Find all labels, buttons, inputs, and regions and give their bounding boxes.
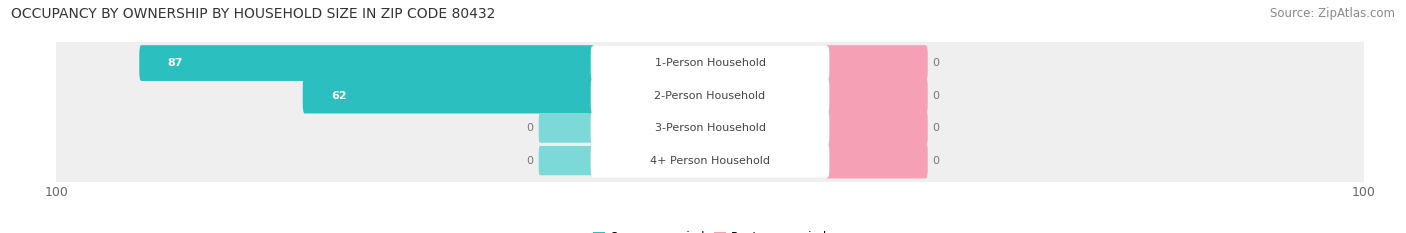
FancyBboxPatch shape — [825, 143, 928, 178]
Text: 4+ Person Household: 4+ Person Household — [650, 156, 770, 166]
Legend: Owner-occupied, Renter-occupied: Owner-occupied, Renter-occupied — [588, 226, 832, 233]
Text: 0: 0 — [932, 123, 939, 133]
FancyBboxPatch shape — [591, 111, 830, 145]
FancyBboxPatch shape — [53, 32, 1367, 94]
FancyBboxPatch shape — [591, 144, 830, 178]
FancyBboxPatch shape — [139, 45, 595, 81]
Text: Source: ZipAtlas.com: Source: ZipAtlas.com — [1270, 7, 1395, 20]
Text: 87: 87 — [167, 58, 183, 68]
FancyBboxPatch shape — [591, 46, 830, 80]
Text: 0: 0 — [526, 156, 533, 166]
Text: 0: 0 — [932, 58, 939, 68]
Text: 2-Person Household: 2-Person Household — [654, 91, 766, 101]
Text: 3-Person Household: 3-Person Household — [655, 123, 765, 133]
FancyBboxPatch shape — [538, 146, 593, 175]
Text: 1-Person Household: 1-Person Household — [655, 58, 765, 68]
FancyBboxPatch shape — [825, 45, 928, 81]
FancyBboxPatch shape — [825, 110, 928, 146]
FancyBboxPatch shape — [53, 129, 1367, 192]
FancyBboxPatch shape — [302, 78, 595, 113]
Text: OCCUPANCY BY OWNERSHIP BY HOUSEHOLD SIZE IN ZIP CODE 80432: OCCUPANCY BY OWNERSHIP BY HOUSEHOLD SIZE… — [11, 7, 496, 21]
Text: 0: 0 — [932, 156, 939, 166]
Text: 62: 62 — [330, 91, 346, 101]
FancyBboxPatch shape — [53, 64, 1367, 127]
FancyBboxPatch shape — [825, 78, 928, 113]
FancyBboxPatch shape — [53, 97, 1367, 159]
Text: 0: 0 — [932, 91, 939, 101]
FancyBboxPatch shape — [591, 79, 830, 113]
FancyBboxPatch shape — [538, 113, 593, 143]
Text: 0: 0 — [526, 123, 533, 133]
